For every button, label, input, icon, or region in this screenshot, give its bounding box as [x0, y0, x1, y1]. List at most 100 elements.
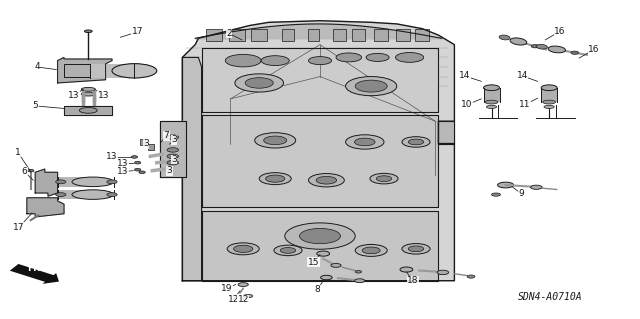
Bar [64, 64, 112, 77]
Ellipse shape [225, 54, 261, 67]
Ellipse shape [28, 169, 34, 172]
Ellipse shape [336, 53, 362, 62]
Ellipse shape [134, 168, 141, 171]
Ellipse shape [167, 148, 179, 152]
Ellipse shape [274, 245, 302, 256]
Ellipse shape [396, 53, 424, 62]
Ellipse shape [346, 77, 397, 96]
Text: 18: 18 [407, 276, 419, 285]
Bar [202, 115, 438, 207]
Bar [58, 190, 93, 199]
Ellipse shape [400, 267, 413, 272]
Text: 14: 14 [459, 71, 470, 80]
Ellipse shape [571, 51, 579, 54]
Ellipse shape [308, 56, 332, 65]
Ellipse shape [300, 228, 340, 244]
Text: 17: 17 [13, 223, 25, 232]
Ellipse shape [484, 85, 499, 91]
Bar [202, 48, 438, 112]
Ellipse shape [408, 139, 424, 145]
Ellipse shape [316, 176, 337, 184]
Ellipse shape [107, 193, 117, 197]
Ellipse shape [355, 244, 387, 256]
Text: 6: 6 [22, 167, 27, 176]
Ellipse shape [544, 105, 554, 108]
Ellipse shape [167, 154, 179, 159]
Text: 10: 10 [461, 100, 473, 109]
Ellipse shape [259, 173, 291, 185]
Text: 13: 13 [117, 167, 129, 176]
Bar [415, 29, 429, 41]
Ellipse shape [331, 263, 341, 267]
Text: 1: 1 [15, 148, 20, 157]
Ellipse shape [408, 246, 424, 252]
Polygon shape [182, 21, 454, 281]
Ellipse shape [72, 64, 108, 77]
Polygon shape [58, 57, 112, 83]
Ellipse shape [238, 283, 248, 286]
Bar [58, 177, 93, 187]
Text: 15: 15 [308, 258, 319, 267]
FancyArrow shape [10, 264, 59, 284]
Bar [252, 29, 268, 41]
Text: 14: 14 [516, 71, 528, 80]
Polygon shape [64, 106, 112, 115]
Text: FR.: FR. [27, 264, 44, 273]
Bar [202, 211, 438, 281]
Bar [333, 29, 346, 41]
Text: 9: 9 [519, 189, 524, 198]
Ellipse shape [437, 270, 449, 275]
Ellipse shape [167, 135, 179, 139]
Text: 3: 3 [172, 135, 177, 144]
Ellipse shape [81, 92, 95, 96]
Ellipse shape [56, 193, 66, 197]
Ellipse shape [244, 294, 253, 298]
Bar [90, 64, 134, 78]
Ellipse shape [235, 74, 284, 92]
Bar [140, 139, 145, 145]
Text: 7: 7 [164, 131, 169, 140]
Ellipse shape [81, 87, 95, 91]
Bar [484, 88, 500, 102]
Ellipse shape [492, 193, 500, 196]
Ellipse shape [308, 174, 344, 187]
Text: 16: 16 [554, 27, 566, 36]
Ellipse shape [134, 161, 141, 164]
Text: 13: 13 [117, 159, 129, 168]
Ellipse shape [366, 53, 389, 62]
Ellipse shape [285, 223, 355, 249]
Ellipse shape [234, 245, 253, 252]
Ellipse shape [531, 185, 542, 189]
Ellipse shape [107, 180, 117, 184]
Bar [282, 29, 294, 41]
Ellipse shape [467, 275, 475, 278]
Bar [202, 115, 438, 207]
Text: 16: 16 [588, 45, 600, 54]
Text: 5: 5 [33, 101, 38, 110]
Text: 17: 17 [132, 27, 143, 36]
Ellipse shape [548, 46, 566, 53]
Polygon shape [182, 57, 202, 281]
Ellipse shape [167, 160, 179, 165]
Bar [352, 29, 365, 41]
Bar [308, 29, 319, 41]
Ellipse shape [112, 63, 157, 78]
Ellipse shape [402, 244, 430, 254]
Ellipse shape [498, 182, 514, 188]
Ellipse shape [131, 156, 138, 158]
Text: 12: 12 [237, 295, 249, 304]
Bar [202, 48, 438, 112]
Ellipse shape [541, 85, 557, 91]
Ellipse shape [355, 271, 362, 273]
Bar [148, 144, 154, 150]
Polygon shape [160, 121, 186, 177]
Text: 13: 13 [106, 152, 118, 161]
Ellipse shape [245, 78, 273, 88]
Bar [206, 29, 223, 41]
Ellipse shape [79, 108, 97, 113]
Ellipse shape [280, 248, 296, 253]
Ellipse shape [362, 247, 380, 254]
Ellipse shape [402, 137, 430, 147]
Ellipse shape [536, 44, 547, 49]
Ellipse shape [355, 279, 365, 283]
